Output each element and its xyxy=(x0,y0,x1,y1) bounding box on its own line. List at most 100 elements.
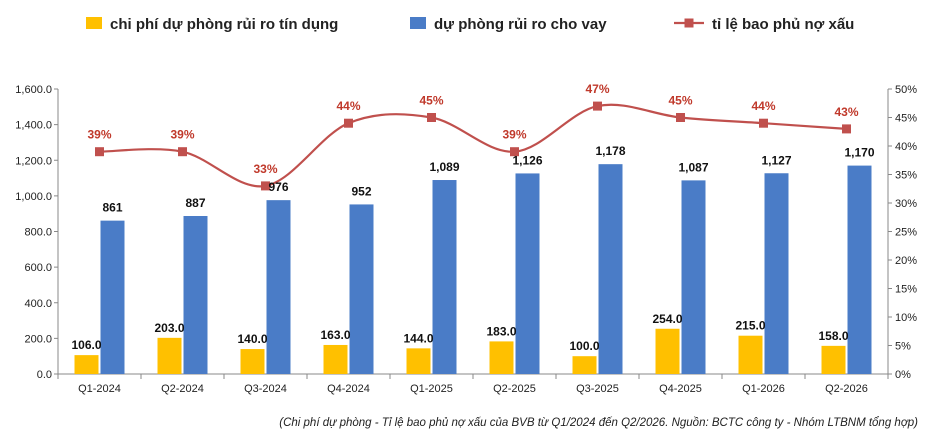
left-tick-label: 1,200.0 xyxy=(15,155,52,167)
coverage-ratio-point xyxy=(261,181,270,191)
bar-provision-cost xyxy=(738,335,763,374)
bar-loan-provision-label: 952 xyxy=(351,184,371,198)
coverage-ratio-label: 45% xyxy=(419,94,443,108)
right-tick-label: 0% xyxy=(895,369,911,381)
bar-provision-cost-label: 100.0 xyxy=(569,339,599,353)
bar-loan-provision-label: 887 xyxy=(185,196,205,210)
coverage-ratio-point xyxy=(510,147,519,157)
x-tick-label: Q1-2026 xyxy=(742,383,785,395)
bar-loan-provision xyxy=(100,220,125,374)
left-tick-label: 1,400.0 xyxy=(15,120,52,132)
legend-marker xyxy=(684,18,694,28)
coverage-ratio-point xyxy=(95,147,104,157)
left-tick-label: 1,000.0 xyxy=(15,191,52,203)
bar-provision-cost-label: 106.0 xyxy=(71,338,101,352)
x-tick-label: Q2-2024 xyxy=(161,383,204,395)
coverage-ratio-label: 39% xyxy=(87,128,111,142)
x-tick-label: Q4-2025 xyxy=(659,383,702,395)
bar-loan-provision-label: 1,087 xyxy=(678,160,708,174)
right-tick-label: 10% xyxy=(895,312,917,324)
chart-caption: (Chi phí dự phòng - Tỉ lệ bao phủ nợ xấu… xyxy=(279,417,918,429)
bar-loan-provision-label: 1,178 xyxy=(595,144,625,158)
left-tick-label: 600.0 xyxy=(24,262,52,274)
coverage-ratio-label: 43% xyxy=(834,105,858,119)
x-tick-label: Q2-2025 xyxy=(493,383,536,395)
bar-loan-provision-label: 1,127 xyxy=(761,153,791,167)
legend-label: chi phí dự phòng rủi ro tín dụng xyxy=(110,16,338,33)
legend-swatch xyxy=(86,17,102,29)
bar-provision-cost xyxy=(74,355,99,374)
bar-loan-provision xyxy=(764,173,789,374)
right-tick-label: 30% xyxy=(895,198,917,210)
left-tick-label: 200.0 xyxy=(24,333,52,345)
right-tick-label: 40% xyxy=(895,141,917,153)
coverage-ratio-point xyxy=(759,118,768,128)
x-tick-label: Q3-2024 xyxy=(244,383,287,395)
right-tick-label: 45% xyxy=(895,113,917,125)
coverage-ratio-label: 39% xyxy=(502,128,526,142)
bar-loan-provision xyxy=(515,173,540,374)
bar-provision-cost-label: 203.0 xyxy=(154,321,184,335)
bar-loan-provision xyxy=(266,200,291,374)
x-tick-label: Q3-2025 xyxy=(576,383,619,395)
legend-swatch xyxy=(410,17,426,29)
bar-loan-provision xyxy=(349,204,374,374)
coverage-ratio-point xyxy=(344,118,353,128)
bar-loan-provision xyxy=(432,180,457,374)
bar-provision-cost xyxy=(406,348,431,374)
left-tick-label: 0.0 xyxy=(37,369,52,381)
axes: 0.0 200.0 400.0 600.0 800.0 1,000.0 1,200.0 1,4… xyxy=(15,84,917,395)
coverage-ratio-label: 33% xyxy=(253,162,277,176)
bar-provision-cost xyxy=(157,337,182,374)
legend: chi phí dự phòng rủi ro tín dụng dự phòng… xyxy=(86,16,854,33)
bar-provision-cost-label: 183.0 xyxy=(486,324,516,338)
x-tick-label: Q1-2024 xyxy=(78,383,121,395)
x-tick-label: Q1-2025 xyxy=(410,383,453,395)
coverage-ratio-label: 47% xyxy=(585,82,609,96)
coverage-ratio-point xyxy=(676,113,685,122)
bar-provision-cost xyxy=(655,328,680,374)
right-tick-label: 50% xyxy=(895,84,917,96)
coverage-ratio-point xyxy=(842,124,851,134)
bar-provision-cost-label: 215.0 xyxy=(735,319,765,333)
bar-loan-provision-label: 861 xyxy=(102,201,122,215)
bar-loan-provision xyxy=(847,165,872,374)
coverage-ratio-point xyxy=(593,101,602,111)
right-tick-label: 5% xyxy=(895,341,911,353)
right-tick-label: 20% xyxy=(895,255,917,267)
bar-loan-provision xyxy=(681,180,706,374)
bar-provision-cost xyxy=(323,344,348,374)
coverage-ratio-label: 44% xyxy=(336,99,360,113)
data-labels: 106.0 861 203.0 887 140.0 976 163.0 952 144.0 1,0… xyxy=(71,82,874,353)
line-series xyxy=(95,101,851,191)
bar-provision-cost-label: 163.0 xyxy=(320,328,350,342)
bar-provision-cost-label: 140.0 xyxy=(237,332,267,346)
bar-loan-provision-label: 976 xyxy=(268,180,288,194)
right-tick-label: 35% xyxy=(895,170,917,182)
right-tick-label: 25% xyxy=(895,227,917,239)
x-tick-label: Q2-2026 xyxy=(825,383,868,395)
left-tick-label: 800.0 xyxy=(24,227,52,239)
bar-provision-cost xyxy=(821,345,846,374)
bar-loan-provision-label: 1,126 xyxy=(512,153,542,167)
bar-provision-cost xyxy=(489,341,514,374)
coverage-ratio-line xyxy=(99,103,847,188)
bar-loan-provision xyxy=(183,216,208,374)
coverage-ratio-label: 45% xyxy=(668,94,692,108)
coverage-ratio-point xyxy=(178,147,187,157)
bar-provision-cost-label: 254.0 xyxy=(652,312,682,326)
bar-loan-provision-label: 1,089 xyxy=(429,160,459,174)
left-tick-label: 1,600.0 xyxy=(15,84,52,96)
bar-provision-cost xyxy=(240,349,265,374)
bar-loan-provision xyxy=(598,164,623,374)
left-tick-label: 400.0 xyxy=(24,298,52,310)
bar-provision-cost xyxy=(572,356,597,374)
right-tick-label: 15% xyxy=(895,284,917,296)
legend-label: dự phòng rủi ro cho vay xyxy=(434,16,607,33)
bar-provision-cost-label: 144.0 xyxy=(403,331,433,345)
coverage-ratio-label: 44% xyxy=(751,99,775,113)
bar-provision-cost-label: 158.0 xyxy=(818,329,848,343)
coverage-ratio-label: 39% xyxy=(170,128,194,142)
bars xyxy=(74,164,872,374)
